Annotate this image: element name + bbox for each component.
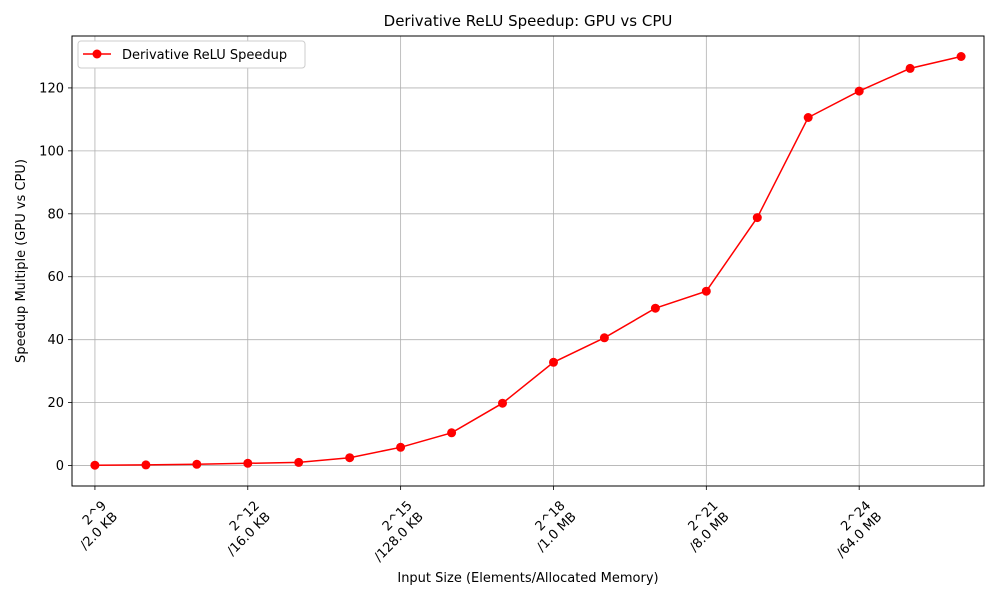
data-point: [141, 460, 151, 470]
series-line: [94, 55, 962, 466]
data-point: [956, 52, 966, 61]
data-point: [192, 459, 202, 469]
legend: Derivative ReLU Speedup: [77, 40, 306, 69]
data-point: [650, 303, 660, 313]
y-axis-label: Speedup Multiple (GPU vs CPU): [14, 159, 29, 363]
data-point: [549, 357, 558, 367]
data-point: [447, 428, 457, 438]
data-point: [498, 398, 507, 408]
grid-lines: [72, 36, 984, 486]
data-point: [345, 453, 355, 463]
legend-box: [77, 40, 306, 69]
data-point: [294, 457, 304, 467]
data-point: [803, 113, 813, 122]
series-points: [90, 52, 966, 470]
data-point: [905, 63, 915, 73]
legend-label: Derivative ReLU Speedup: [122, 48, 287, 63]
y-tick-label: 80: [47, 207, 64, 222]
data-point: [599, 333, 609, 343]
y-axis: 0 20 40 60 80 100 120: [39, 81, 72, 474]
data-point: [243, 458, 253, 468]
data-point: [701, 286, 711, 296]
y-tick-label: 120: [39, 81, 64, 96]
plot-area: [71, 35, 985, 487]
data-point: [752, 213, 762, 223]
data-point: [854, 86, 864, 96]
y-tick-label: 0: [56, 459, 64, 474]
y-tick-label: 20: [47, 396, 64, 411]
y-tick-label: 40: [47, 333, 64, 348]
chart-title: Derivative ReLU Speedup: GPU vs CPU: [384, 12, 673, 30]
x-axis-label: Input Size (Elements/Allocated Memory): [397, 571, 658, 586]
data-point: [396, 442, 406, 452]
legend-marker: [92, 49, 102, 59]
y-tick-label: 60: [47, 270, 64, 285]
y-tick-label: 100: [39, 144, 64, 159]
data-point: [90, 460, 100, 470]
